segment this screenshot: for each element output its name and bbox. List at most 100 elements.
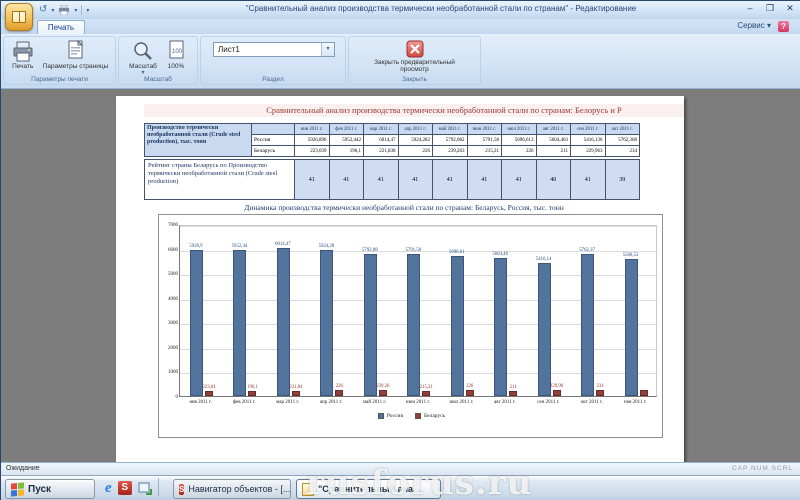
rating-value: 41 xyxy=(570,159,606,200)
value-cell: 6014,47 xyxy=(363,134,399,146)
bar-russia xyxy=(233,249,247,396)
gridline xyxy=(180,226,658,227)
qat-separator xyxy=(81,5,83,15)
value-cell: 5924,282 xyxy=(397,134,433,146)
show-desktop-icon[interactable] xyxy=(138,481,152,495)
undo-icon[interactable]: ↺ xyxy=(39,4,48,15)
tab-print[interactable]: Печать xyxy=(37,20,85,34)
value-cell: 226 xyxy=(397,145,433,157)
bar-russia xyxy=(537,262,551,396)
y-axis-label: 7000 xyxy=(168,223,178,228)
windows-logo-icon xyxy=(11,481,24,497)
data-label: 234 xyxy=(596,384,604,390)
onec-app-icon[interactable]: S xyxy=(117,481,132,495)
x-axis-label: авг 2011 г. xyxy=(494,400,516,405)
y-axis-label: 1000 xyxy=(168,370,178,376)
taskbar-item-navigator[interactable]: S Навигатор объектов - [...] xyxy=(173,479,291,499)
title-bar: ↺ ▾ ▾ ▾ "Сравнительный анализ производст… xyxy=(1,1,800,31)
table-corner-header: Производство термически необработанной с… xyxy=(144,123,252,157)
legend-swatch xyxy=(415,413,421,419)
month-header: июн 2011 г. xyxy=(466,123,502,135)
taskbar: Пуск e S S Навигатор объектов - [...] "С… xyxy=(1,475,800,500)
bar-belarus xyxy=(335,390,344,396)
rating-value: 41 xyxy=(501,159,537,200)
rating-value: 41 xyxy=(432,159,468,200)
taskbar-item-report[interactable]: "Сравнительный ана... xyxy=(296,479,441,499)
minimize-button[interactable]: ‒ xyxy=(747,3,753,13)
value-cell: 5604,463 xyxy=(535,134,571,146)
print-dropdown-icon[interactable]: ▾ xyxy=(74,7,78,14)
data-label: 211 xyxy=(509,384,517,390)
group-scale: Масштаб ▾ 100 100% Масштаб xyxy=(118,36,198,85)
gridline xyxy=(180,250,658,252)
x-axis-label: июн 2011 г. xyxy=(405,400,431,405)
rating-value: 40 xyxy=(535,159,571,200)
x-axis-label: фев 2011 г. xyxy=(232,400,256,405)
scale-dropdown-icon: ▾ xyxy=(141,70,145,77)
page-setup-button[interactable]: Параметры страницы xyxy=(40,39,112,71)
data-label: 5792,08 xyxy=(362,247,378,253)
taskbar-separator xyxy=(157,478,159,496)
svg-text:100: 100 xyxy=(172,49,183,55)
bar-russia xyxy=(494,258,508,396)
value-cell: 221,838 xyxy=(363,145,399,157)
print-preview-icon[interactable] xyxy=(58,5,70,15)
x-axis-label: ноя 2011 г. xyxy=(624,400,647,405)
start-button[interactable]: Пуск xyxy=(5,479,95,499)
month-header: апр 2011 г. xyxy=(397,123,433,135)
keyboard-indicators: CAP NUM SCRL xyxy=(731,465,793,472)
data-label: 229,96 xyxy=(550,384,564,390)
document-title: Сравнительный анализ производства термич… xyxy=(144,104,684,117)
sheet-selector[interactable]: Лист1 ▾ xyxy=(213,42,335,57)
chart-legend: Россия Беларусь xyxy=(159,413,662,419)
rating-value: 41 xyxy=(397,159,433,200)
bar-belarus xyxy=(205,390,213,396)
bar-russia xyxy=(320,250,334,396)
onec-app-icon: S xyxy=(179,483,185,495)
bar-russia xyxy=(581,254,595,396)
value-cell: 5791,58 xyxy=(466,134,502,146)
bar-belarus xyxy=(248,391,257,396)
value-cell: 215,21 xyxy=(466,145,502,157)
zoom-100-button[interactable]: 100 100% xyxy=(162,39,190,78)
data-label: 239,26 xyxy=(376,384,390,390)
qat-customize-icon[interactable]: ▾ xyxy=(86,7,90,14)
legend-label: Россия xyxy=(386,413,403,419)
document-icon xyxy=(302,482,314,496)
scale-button[interactable]: Масштаб ▾ xyxy=(126,39,160,78)
group-label: Масштаб xyxy=(144,76,172,83)
bar-russia xyxy=(407,253,421,396)
restore-button[interactable]: ❐ xyxy=(765,3,775,13)
group-label: Параметры печати xyxy=(31,76,88,83)
bar-belarus xyxy=(291,390,300,396)
x-axis-label: июл 2011 г. xyxy=(449,400,474,405)
close-button[interactable]: ✕ xyxy=(786,3,794,13)
service-menu[interactable]: Сервис ▾ xyxy=(737,21,771,30)
x-axis-label: сен 2011 г. xyxy=(537,400,560,405)
chevron-down-icon[interactable]: ▾ xyxy=(321,43,334,56)
bar-russia xyxy=(450,256,464,396)
bar-belarus xyxy=(552,390,561,396)
value-cell: 5762,368 xyxy=(604,134,640,146)
country-label: Беларусь xyxy=(251,145,295,157)
x-axis-label: янв 2011 г. xyxy=(189,400,212,405)
internet-explorer-icon[interactable]: e xyxy=(105,479,112,496)
group-label: Раздел xyxy=(262,76,284,83)
data-label: 226 xyxy=(466,384,474,390)
x-axis-label: май 2011 г. xyxy=(363,400,387,405)
data-label: 6014,47 xyxy=(275,242,291,248)
steel-production-chart: 0 1000 2000 3000 4000 5000 6000 7000 5926,9 5952,… xyxy=(158,214,663,438)
group-print-settings: Печать Параметры страницы Параметры печа… xyxy=(3,36,116,85)
y-axis-label: 0 xyxy=(175,395,179,400)
undo-dropdown-icon[interactable]: ▾ xyxy=(51,7,55,14)
close-preview-button[interactable]: Закрыть предварительный просмотр xyxy=(357,39,473,75)
help-icon[interactable]: ? xyxy=(778,21,789,32)
x-axis-label: окт 2011 г. xyxy=(580,400,603,405)
print-preview-area: Сравнительный анализ производства термич… xyxy=(1,89,800,462)
data-label: 5924,28 xyxy=(318,244,335,250)
document-page: Сравнительный анализ производства термич… xyxy=(116,96,684,462)
app-menu-button[interactable] xyxy=(5,3,33,31)
print-button[interactable]: Печать xyxy=(8,39,38,71)
value-cell: 223,039 xyxy=(294,145,330,157)
